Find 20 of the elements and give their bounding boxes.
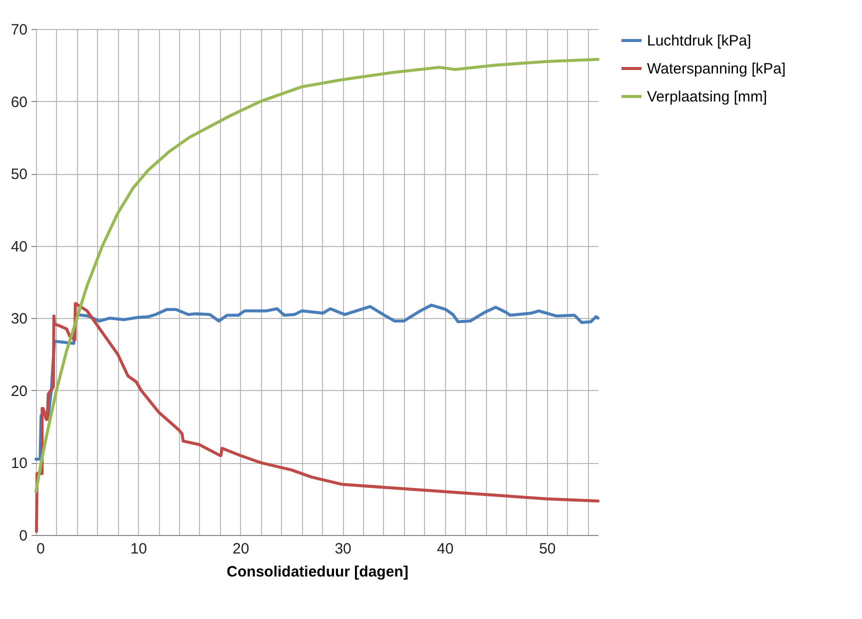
x-tick-label: 40 — [436, 540, 454, 558]
y-tick-label: 60 — [10, 94, 28, 111]
x-tick-label: 30 — [334, 540, 352, 558]
y-tick-label: 0 — [19, 528, 28, 544]
x-tick-label: 0 — [36, 540, 45, 558]
legend-label: Luchtdruk [kPa] — [647, 32, 752, 50]
x-axis-title: Consolidatieduur [dagen] — [226, 564, 408, 580]
y-tick-label: 50 — [10, 166, 28, 184]
y-tick-label: 30 — [10, 310, 28, 328]
x-tick-label: 50 — [539, 540, 556, 558]
y-tick-label: 40 — [10, 238, 28, 256]
y-tick-label: 10 — [10, 455, 28, 472]
y-tick-label: 20 — [10, 382, 28, 400]
x-tick-label: 20 — [232, 540, 250, 558]
y-tick-label: 70 — [10, 22, 28, 38]
legend-label: Waterspanning [kPa] — [647, 60, 786, 78]
x-tick-label: 10 — [130, 540, 148, 558]
line-series — [35, 302, 600, 533]
line-series — [34, 58, 600, 494]
legend-label: Verplaatsing [mm] — [647, 88, 768, 106]
